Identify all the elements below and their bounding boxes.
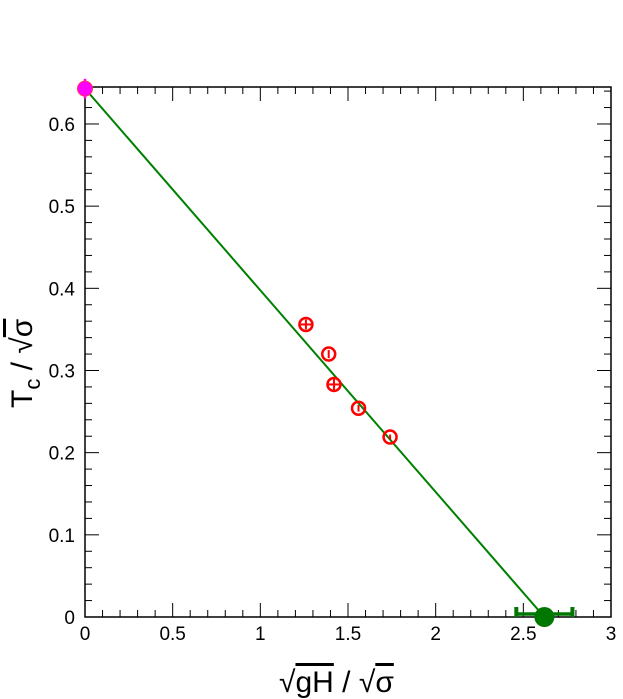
axis-ticks xyxy=(84,87,612,618)
open-circle-marker xyxy=(326,376,342,393)
y-axis-sqrt-symbol: √ xyxy=(6,337,39,354)
open-circle-marker xyxy=(382,429,398,445)
y-tick-label: 0 xyxy=(64,608,75,629)
data-point xyxy=(298,316,314,333)
open-circle-marker xyxy=(320,346,337,362)
x-tick-label: 2 xyxy=(430,624,441,645)
x-axis-title: √gH / √σ xyxy=(279,666,394,699)
open-circle-marker xyxy=(298,316,314,333)
y-axis-subscript: c xyxy=(20,379,45,390)
data-point xyxy=(382,429,398,445)
tick-labels: 0 0.5 1 1.5 2 2.5 3 0 0.1 0.2 0.3 0.4 0.5 0.6 xyxy=(49,115,617,645)
y-tick-label: 0.6 xyxy=(49,115,75,136)
x-tick-label: 1.5 xyxy=(335,624,361,645)
x-tick-label: 1 xyxy=(255,624,266,645)
y-axis-separator: / xyxy=(6,354,39,379)
plot-frame xyxy=(84,86,612,618)
y-tick-label: 0.3 xyxy=(49,361,75,382)
open-circle-marker xyxy=(350,400,367,417)
large-filled-circle-marker xyxy=(534,607,555,627)
y-axis-main: T xyxy=(6,390,39,408)
x-tick-label: 3 xyxy=(606,624,617,645)
data-point xyxy=(326,376,342,393)
x-tick-label: 2.5 xyxy=(510,624,536,645)
data-point xyxy=(77,78,93,99)
data-points xyxy=(77,78,575,627)
data-point xyxy=(514,607,575,627)
fit-line xyxy=(84,87,546,618)
x-tick-label: 0 xyxy=(80,624,91,645)
filled-circle-marker xyxy=(77,80,93,97)
x-axis-sqrt-symbol: √ xyxy=(279,666,296,699)
x-axis-radicand: gH xyxy=(295,666,333,699)
data-point xyxy=(320,346,337,362)
fit-line-group xyxy=(84,87,546,618)
x-axis-sqrt-symbol-2: √ xyxy=(359,666,376,699)
y-tick-label: 0.4 xyxy=(49,279,76,300)
y-tick-label: 0.1 xyxy=(49,526,75,547)
y-tick-label: 0.5 xyxy=(49,197,75,218)
data-point xyxy=(350,400,367,417)
x-tick-label: 0.5 xyxy=(159,624,185,645)
x-axis-separator: / xyxy=(334,666,359,699)
x-axis-denominator: σ xyxy=(375,666,394,699)
y-axis-denominator: σ xyxy=(6,318,39,337)
y-axis-title: Tc / √σ xyxy=(6,318,45,408)
y-tick-label: 0.2 xyxy=(49,444,75,465)
